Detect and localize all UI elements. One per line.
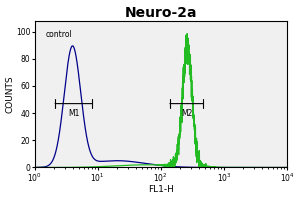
Title: Neuro-2a: Neuro-2a	[124, 6, 197, 20]
Text: M2: M2	[182, 109, 193, 118]
Text: M1: M1	[68, 109, 80, 118]
X-axis label: FL1-H: FL1-H	[148, 185, 174, 194]
Y-axis label: COUNTS: COUNTS	[6, 75, 15, 113]
Text: control: control	[46, 30, 73, 39]
